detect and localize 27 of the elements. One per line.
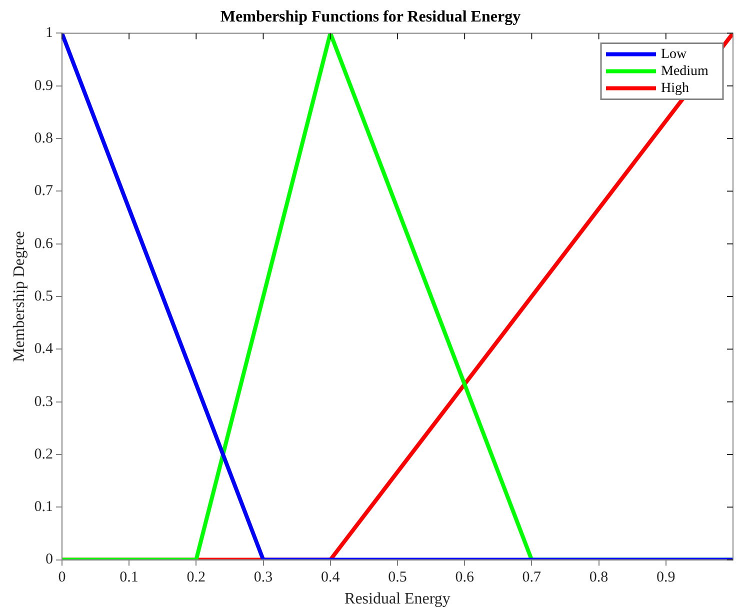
x-tick-label: 0.4 (320, 570, 340, 586)
y-tick-label: 0.2 (34, 446, 53, 462)
y-tick-label: 0.7 (34, 183, 54, 200)
x-tick-label: 0.2 (186, 570, 206, 586)
x-tick-label: 0.3 (254, 570, 273, 586)
x-tick-label: 0.7 (522, 570, 542, 586)
x-tick-label: 0.8 (589, 570, 608, 586)
chart-title: Membership Functions for Residual Energy (220, 8, 521, 26)
y-tick-label: 0.8 (34, 130, 53, 146)
y-tick-label: 0.9 (34, 78, 53, 94)
y-tick-label: 0.6 (34, 236, 54, 252)
legend-label: High (661, 80, 689, 96)
x-tick-label: 0.1 (120, 570, 138, 586)
x-tick-label: 0.6 (455, 570, 474, 586)
y-tick-label: 0.5 (34, 288, 53, 304)
legend-label: Low (661, 46, 688, 62)
x-tick-label: 0.9 (656, 570, 676, 586)
x-tick-label: 0 (58, 570, 66, 586)
legend-label: Medium (661, 64, 709, 79)
y-tick-label: 1 (45, 25, 53, 42)
x-axis-title: Residual Energy (344, 590, 450, 608)
y-axis-title: Membership Degree (10, 230, 28, 362)
y-tick-label: 0.1 (34, 499, 53, 516)
y-tick-label: 0.3 (34, 394, 53, 410)
y-tick-label: 0.4 (34, 341, 54, 358)
x-tick-label: 0.5 (388, 570, 407, 586)
y-tick-label: 0 (45, 552, 53, 568)
